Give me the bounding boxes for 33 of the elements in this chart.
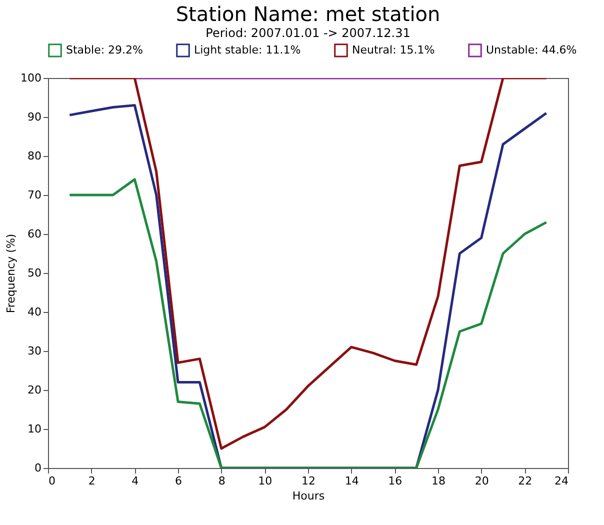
x-tick-label: 18 [432,474,446,488]
y-tick-label: 80 [28,150,42,162]
y-tick-label: 90 [28,110,42,124]
legend-label: Unstable: 44.6% [486,43,577,56]
y-tick-label: 10 [28,422,42,436]
x-tick-label: 14 [344,474,359,488]
x-tick-label: 6 [175,474,182,488]
x-tick-label: 10 [258,474,272,488]
x-tick-label: 12 [302,474,316,488]
y-axis-title: Frequency (%) [4,234,18,314]
legend-label: Neutral: 15.1% [352,43,435,56]
chart-title: Station Name: met station [176,2,440,26]
legend-label: Stable: 29.2% [66,43,143,56]
y-tick-label: 70 [28,188,42,202]
x-tick-label: 16 [388,474,402,488]
x-tick-label: 4 [132,474,139,488]
y-tick-label: 20 [28,384,42,396]
x-tick-label: 20 [474,474,489,488]
legend-label: Light stable: 11.1% [194,43,301,56]
x-axis-title: Hours [292,490,325,502]
x-tick-label: 0 [48,474,56,488]
y-tick-label: 40 [28,306,42,318]
x-tick-label: 22 [518,474,532,488]
y-tick-label: 30 [28,344,42,358]
x-tick-label: 8 [218,474,226,488]
x-tick-label: 2 [88,474,96,488]
x-tick-label: 24 [554,474,568,488]
y-tick-label: 0 [34,462,42,474]
line-series [68,178,548,468]
y-tick-label: 100 [20,72,42,84]
chart-subtitle: Period: 2007.01.01 -> 2007.12.31 [206,26,410,40]
y-tick-label: 50 [28,266,42,280]
y-tick-label: 60 [28,228,42,240]
